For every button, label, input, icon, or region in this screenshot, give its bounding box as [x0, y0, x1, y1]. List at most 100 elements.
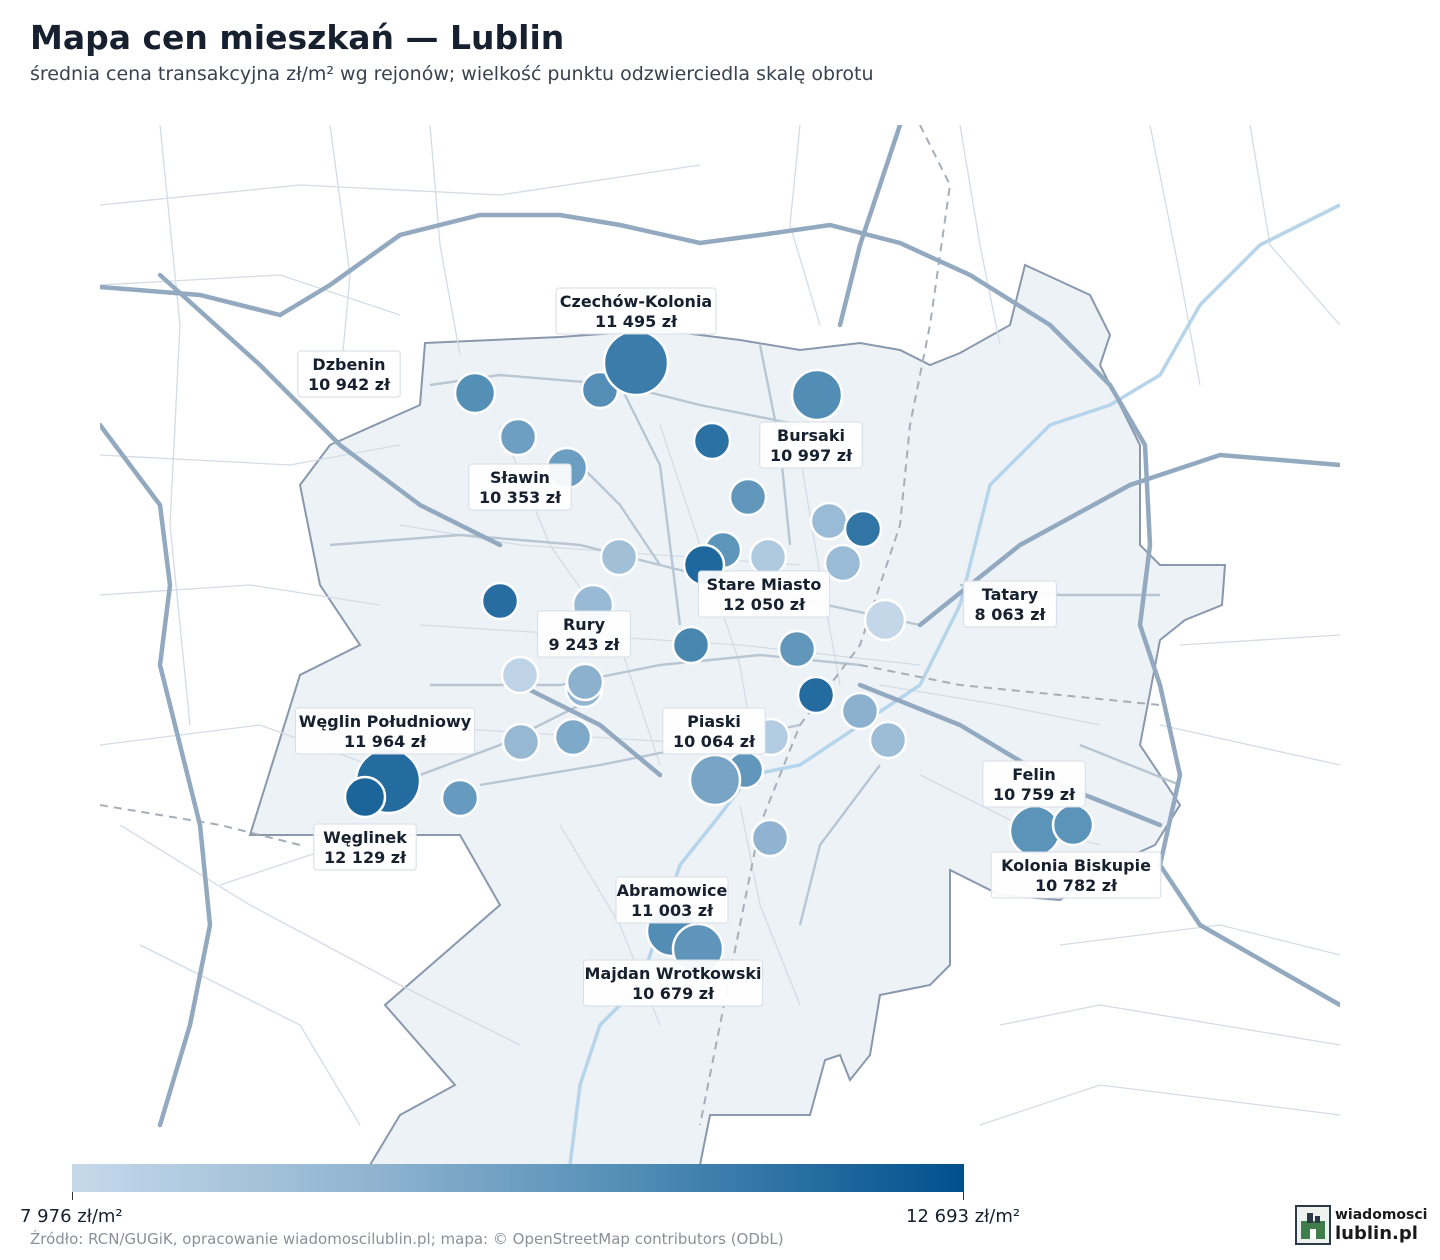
- district-price: 10 942 zł: [308, 375, 391, 394]
- price-point-kolonia-biskupie[interactable]: [1051, 803, 1095, 847]
- district-price: 9 243 zł: [549, 635, 621, 654]
- basemap: [100, 125, 1340, 1165]
- district-name: Węglinek: [323, 828, 407, 847]
- label-box: [697, 570, 831, 618]
- price-point-czechów-kolonia[interactable]: [602, 329, 670, 397]
- price-point[interactable]: [777, 629, 817, 669]
- source-note: Źródło: RCN/GUGiK, opracowanie wiadomosc…: [30, 1230, 784, 1248]
- price-point[interactable]: [671, 625, 711, 665]
- price-point[interactable]: [840, 691, 880, 731]
- ring-road: [100, 212, 1340, 1008]
- district-price: 10 759 zł: [993, 785, 1076, 804]
- price-point[interactable]: [565, 662, 605, 702]
- label-box: [294, 707, 476, 755]
- price-point[interactable]: [728, 477, 768, 517]
- legend-tick-min: [72, 1192, 73, 1200]
- price-point[interactable]: [498, 417, 538, 457]
- price-point-tatary[interactable]: [863, 598, 907, 642]
- legend-max-label: 12 693 zł/m²: [906, 1206, 1021, 1227]
- district-price: 10 679 zł: [632, 984, 715, 1003]
- district-price: 11 495 zł: [595, 312, 678, 331]
- district-price: 11 003 zł: [631, 901, 714, 920]
- district-name: Węglin Południowy: [299, 712, 472, 731]
- district-name: Piaski: [687, 712, 741, 731]
- label-box: [555, 287, 717, 335]
- brand-logo[interactable]: wiadomosci lublin.pl: [1295, 1205, 1427, 1247]
- label-box: [313, 823, 417, 871]
- label-box: [615, 876, 729, 924]
- price-point[interactable]: [500, 655, 540, 695]
- logo-text-bottom: lublin.pl: [1335, 1223, 1418, 1244]
- logo-text-top: wiadomosci: [1335, 1207, 1428, 1223]
- price-point[interactable]: [501, 722, 541, 762]
- color-scale-bar: [72, 1164, 964, 1192]
- price-point[interactable]: [868, 720, 908, 760]
- castle-logo-icon: [1295, 1205, 1331, 1245]
- price-point-piaski[interactable]: [688, 753, 742, 807]
- district-name: Dzbenin: [312, 355, 385, 374]
- district-name: Abramowice: [617, 881, 728, 900]
- district-price: 10 064 zł: [673, 732, 756, 751]
- label-box: [982, 760, 1086, 808]
- label-box: [662, 707, 766, 755]
- price-point[interactable]: [440, 778, 480, 818]
- district-name: Stare Miasto: [707, 575, 822, 594]
- district-price: 10 997 zł: [770, 446, 853, 465]
- district-name: Felin: [1012, 765, 1056, 784]
- price-point[interactable]: [750, 818, 790, 858]
- district-name: Tatary: [982, 585, 1039, 604]
- price-point[interactable]: [809, 501, 849, 541]
- district-name: Bursaki: [777, 426, 845, 445]
- district-name: Czechów-Kolonia: [560, 292, 712, 311]
- price-point[interactable]: [843, 509, 883, 549]
- price-points: [343, 329, 1095, 976]
- label-box: [297, 350, 401, 398]
- label-box: [963, 580, 1057, 628]
- district-price: 8 063 zł: [975, 605, 1047, 624]
- page-title: Mapa cen mieszkań — Lublin: [30, 18, 565, 57]
- label-box: [582, 959, 764, 1007]
- price-point-bursaki[interactable]: [790, 368, 844, 422]
- price-point[interactable]: [796, 675, 836, 715]
- price-point-dzbenin[interactable]: [453, 371, 497, 415]
- label-box: [537, 610, 631, 658]
- district-name: Majdan Wrotkowski: [585, 964, 762, 983]
- label-box: [468, 463, 572, 511]
- label-box: [990, 851, 1162, 899]
- district-price: 10 353 zł: [479, 488, 562, 507]
- page-subtitle: średnia cena transakcyjna zł/m² wg rejon…: [30, 63, 874, 85]
- district-name: Sławin: [490, 468, 550, 487]
- district-name: Kolonia Biskupie: [1001, 856, 1151, 875]
- district-name: Rury: [563, 615, 606, 634]
- legend-tick-max: [963, 1192, 964, 1200]
- price-point[interactable]: [692, 421, 732, 461]
- price-point[interactable]: [553, 717, 593, 757]
- price-point-węglinek[interactable]: [343, 775, 387, 819]
- district-price: 10 782 zł: [1035, 876, 1118, 895]
- legend-min-label: 7 976 zł/m²: [20, 1206, 123, 1227]
- price-point[interactable]: [480, 581, 520, 621]
- price-point[interactable]: [599, 537, 639, 577]
- district-price: 12 050 zł: [723, 595, 806, 614]
- label-box: [759, 421, 863, 469]
- district-price: 12 129 zł: [324, 848, 407, 867]
- price-point[interactable]: [748, 537, 788, 577]
- price-point-felin[interactable]: [1008, 804, 1062, 858]
- price-point[interactable]: [823, 543, 863, 583]
